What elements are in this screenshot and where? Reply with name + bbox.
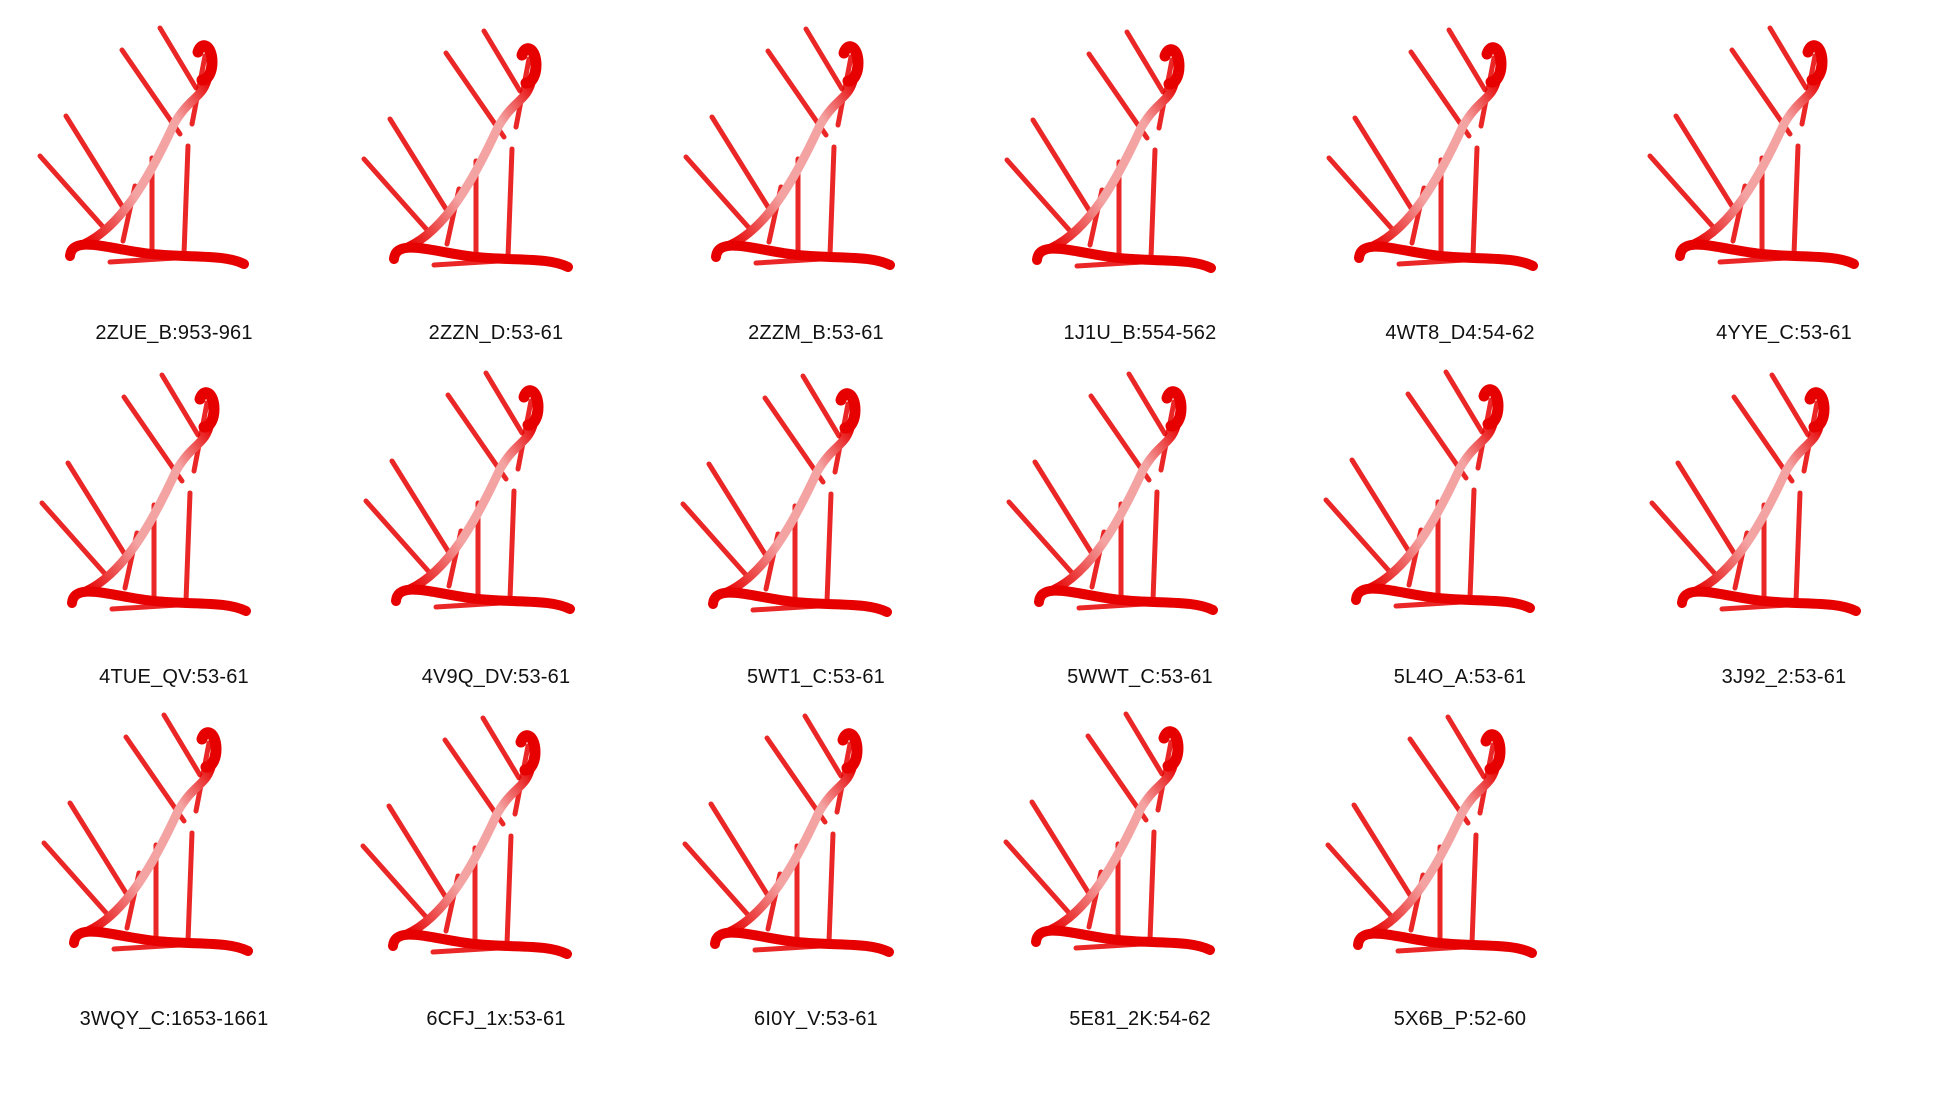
structure-id-label: 5E81_2K:54-62 [1069,1008,1211,1030]
structure-panel: 4TUE_QV:53-61 [14,352,334,692]
structure-panel: 6I0Y_V:53-61 [656,694,976,1034]
structure-id-label: 2ZZN_D:53-61 [428,322,564,344]
structure-panel: 4YYE_C:53-61 [1624,8,1940,348]
structure-id-label: 5L4O_A:53-61 [1393,666,1527,688]
rna-backbone-render [1326,27,1538,271]
structure-id-label: 1J1U_B:554-562 [1063,322,1217,344]
rna-backbone-render [363,370,575,614]
structure-id-label: 6I0Y_V:53-61 [754,1008,878,1030]
structure-id-label: 5WWT_C:53-61 [1067,666,1213,688]
rna-backbone-render [361,28,573,272]
rna-backbone-render [1323,369,1535,613]
structure-id-label: 5WT1_C:53-61 [746,666,885,688]
structure-panel: 4V9Q_DV:53-61 [336,352,656,692]
rna-backbone-render [682,713,894,957]
structure-id-label: 2ZZM_B:53-61 [748,322,884,344]
structure-panel: 2ZUE_B:953-961 [14,8,334,348]
rna-backbone-render [1325,714,1537,958]
structure-id-label: 3WQY_C:1653-1661 [79,1008,269,1030]
structure-panel: 5WT1_C:53-61 [656,352,976,692]
rna-backbone-render [360,715,572,959]
rna-backbone-render [37,25,249,269]
structure-panel: 5WWT_C:53-61 [980,352,1300,692]
structure-id-label: 3J92_2:53-61 [1721,666,1847,688]
structure-id-label: 5X6B_P:52-60 [1393,1008,1527,1030]
structure-panel: 4WT8_D4:54-62 [1300,8,1620,348]
structure-panel: 2ZZN_D:53-61 [336,8,656,348]
rna-backbone-render [1003,711,1215,955]
rna-backbone-render [1004,29,1216,273]
rna-backbone-render [1649,372,1861,616]
structure-id-label: 6CFJ_1x:53-61 [426,1008,566,1030]
structure-id-label: 4YYE_C:53-61 [1716,322,1852,344]
structure-panel: 5X6B_P:52-60 [1300,694,1620,1034]
structure-id-label: 2ZUE_B:953-961 [95,322,253,344]
structure-panel: 6CFJ_1x:53-61 [336,694,656,1034]
structure-id-label: 4TUE_QV:53-61 [99,666,249,688]
rna-backbone-render [1647,25,1859,269]
structure-id-label: 4V9Q_DV:53-61 [421,666,571,688]
rna-backbone-render [1006,371,1218,615]
structure-panel: 1J1U_B:554-562 [980,8,1300,348]
structure-panel: 3WQY_C:1653-1661 [14,694,334,1034]
rna-backbone-render [39,372,251,616]
structure-panel: 5E81_2K:54-62 [980,694,1300,1034]
structure-panel: 5L4O_A:53-61 [1300,352,1620,692]
rna-backbone-render [680,373,892,617]
structure-id-label: 4WT8_D4:54-62 [1385,322,1535,344]
rna-backbone-render [683,26,895,270]
structure-panel: 2ZZM_B:53-61 [656,8,976,348]
structure-panel: 3J92_2:53-61 [1624,352,1940,692]
rna-backbone-render [41,712,253,956]
